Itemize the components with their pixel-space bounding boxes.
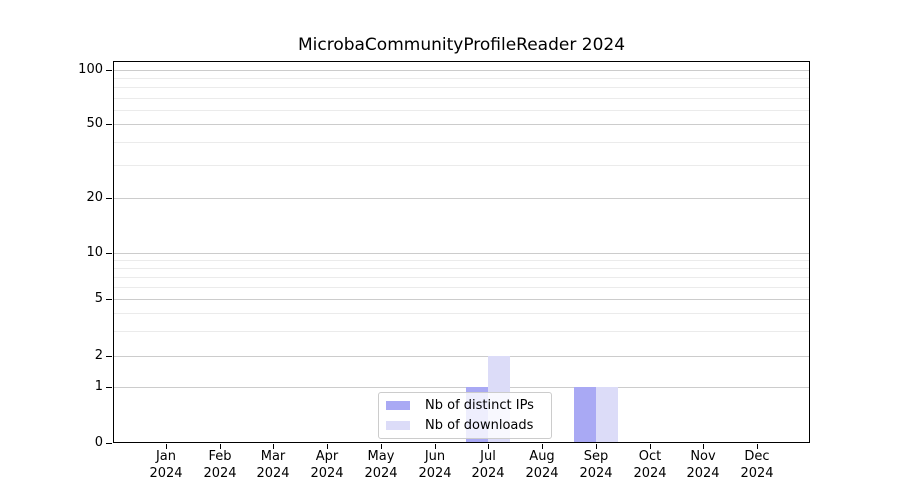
legend-swatch [386,401,410,410]
x-axis-tick [650,444,651,449]
x-tick-year: 2024 [203,466,237,481]
legend-label: Nb of downloads [425,418,534,433]
x-tick-month: Feb [208,449,232,464]
y-tick-label: 5 [94,291,103,306]
grid-line-minor [114,277,809,278]
legend-label: Nb of distinct IPs [425,398,534,413]
x-tick-label: Dec 2024 [717,448,797,482]
x-tick-month: Sep [583,449,609,464]
x-tick-year: 2024 [418,466,452,481]
x-tick-year: 2024 [579,466,613,481]
y-tick-label: 50 [86,116,103,131]
y-tick-label: 2 [94,348,103,363]
grid-line-major [114,387,809,388]
x-tick-label: Mar 2024 [233,448,313,482]
bar-downloads [596,387,618,443]
grid-line-major [114,299,809,300]
legend: Nb of distinct IPs Nb of downloads [378,392,552,439]
x-tick-label: Jun 2024 [395,448,475,482]
x-axis-tick [703,444,704,449]
x-tick-month: Oct [638,449,662,464]
x-tick-label: Sep 2024 [556,448,636,482]
grid-line-minor [114,331,809,332]
grid-line-minor [114,165,809,166]
x-tick-year: 2024 [149,466,183,481]
x-tick-label: Oct 2024 [610,448,690,482]
y-tick-label: 20 [86,190,103,205]
x-tick-year: 2024 [740,466,774,481]
x-tick-year: 2024 [256,466,290,481]
y-tick-label: 100 [78,62,103,77]
x-tick-year: 2024 [525,466,559,481]
x-axis-tick [166,444,167,449]
grid-line-major [114,198,809,199]
y-axis-tick [106,387,112,388]
grid-line-major [114,356,809,357]
x-tick-label: Feb 2024 [180,448,260,482]
x-tick-label: May 2024 [341,448,421,482]
chart-title: MicrobaCommunityProfileReader 2024 [297,35,626,55]
x-tick-month: Aug [529,449,555,464]
grid-line-major [114,124,809,125]
y-axis-tick [106,443,112,444]
y-axis-tick [106,124,112,125]
grid-line-minor [114,142,809,143]
x-axis-tick [327,444,328,449]
y-axis-tick [106,70,112,71]
grid-line-minor [114,98,809,99]
x-tick-year: 2024 [471,466,505,481]
y-axis-tick [106,253,112,254]
x-axis-tick [542,444,543,449]
x-axis-tick [488,444,489,449]
legend-swatch [386,421,410,430]
grid-line-minor [114,110,809,111]
x-tick-month: Mar [260,449,286,464]
x-axis-tick [757,444,758,449]
x-tick-label: Aug 2024 [502,448,582,482]
y-axis-tick [106,299,112,300]
x-axis-tick [596,444,597,449]
grid-line-major [114,70,809,71]
x-tick-month: Apr [315,449,339,464]
y-tick-label: 1 [94,379,103,394]
legend-item: Nb of downloads [386,416,551,436]
plot-border [113,61,810,443]
x-tick-month: May [367,449,395,464]
x-tick-year: 2024 [633,466,667,481]
grid-line-minor [114,260,809,261]
y-tick-label: 10 [86,245,103,260]
x-axis-tick [220,444,221,449]
y-axis-tick [106,356,112,357]
grid-line-minor [114,287,809,288]
x-axis-tick [381,444,382,449]
x-tick-label: Jan 2024 [126,448,206,482]
x-tick-label: Apr 2024 [287,448,367,482]
bar-distinct-ips [574,387,596,443]
x-tick-month: Jan [155,449,177,464]
x-tick-month: Jun [424,449,446,464]
x-tick-year: 2024 [686,466,720,481]
x-tick-label: Nov 2024 [663,448,743,482]
x-tick-label: Jul 2024 [448,448,528,482]
x-tick-month: Nov [690,449,716,464]
legend-item: Nb of distinct IPs [386,396,551,416]
grid-line-minor [114,87,809,88]
x-tick-month: Jul [480,449,496,464]
x-tick-month: Dec [744,449,770,464]
x-axis-tick [435,444,436,449]
grid-line-minor [114,78,809,79]
x-tick-year: 2024 [310,466,344,481]
y-axis-tick [106,198,112,199]
grid-line-major [114,253,809,254]
grid-line-minor [114,268,809,269]
y-tick-label: 0 [94,435,103,450]
x-axis-tick [273,444,274,449]
x-tick-year: 2024 [364,466,398,481]
grid-line-minor [114,313,809,314]
